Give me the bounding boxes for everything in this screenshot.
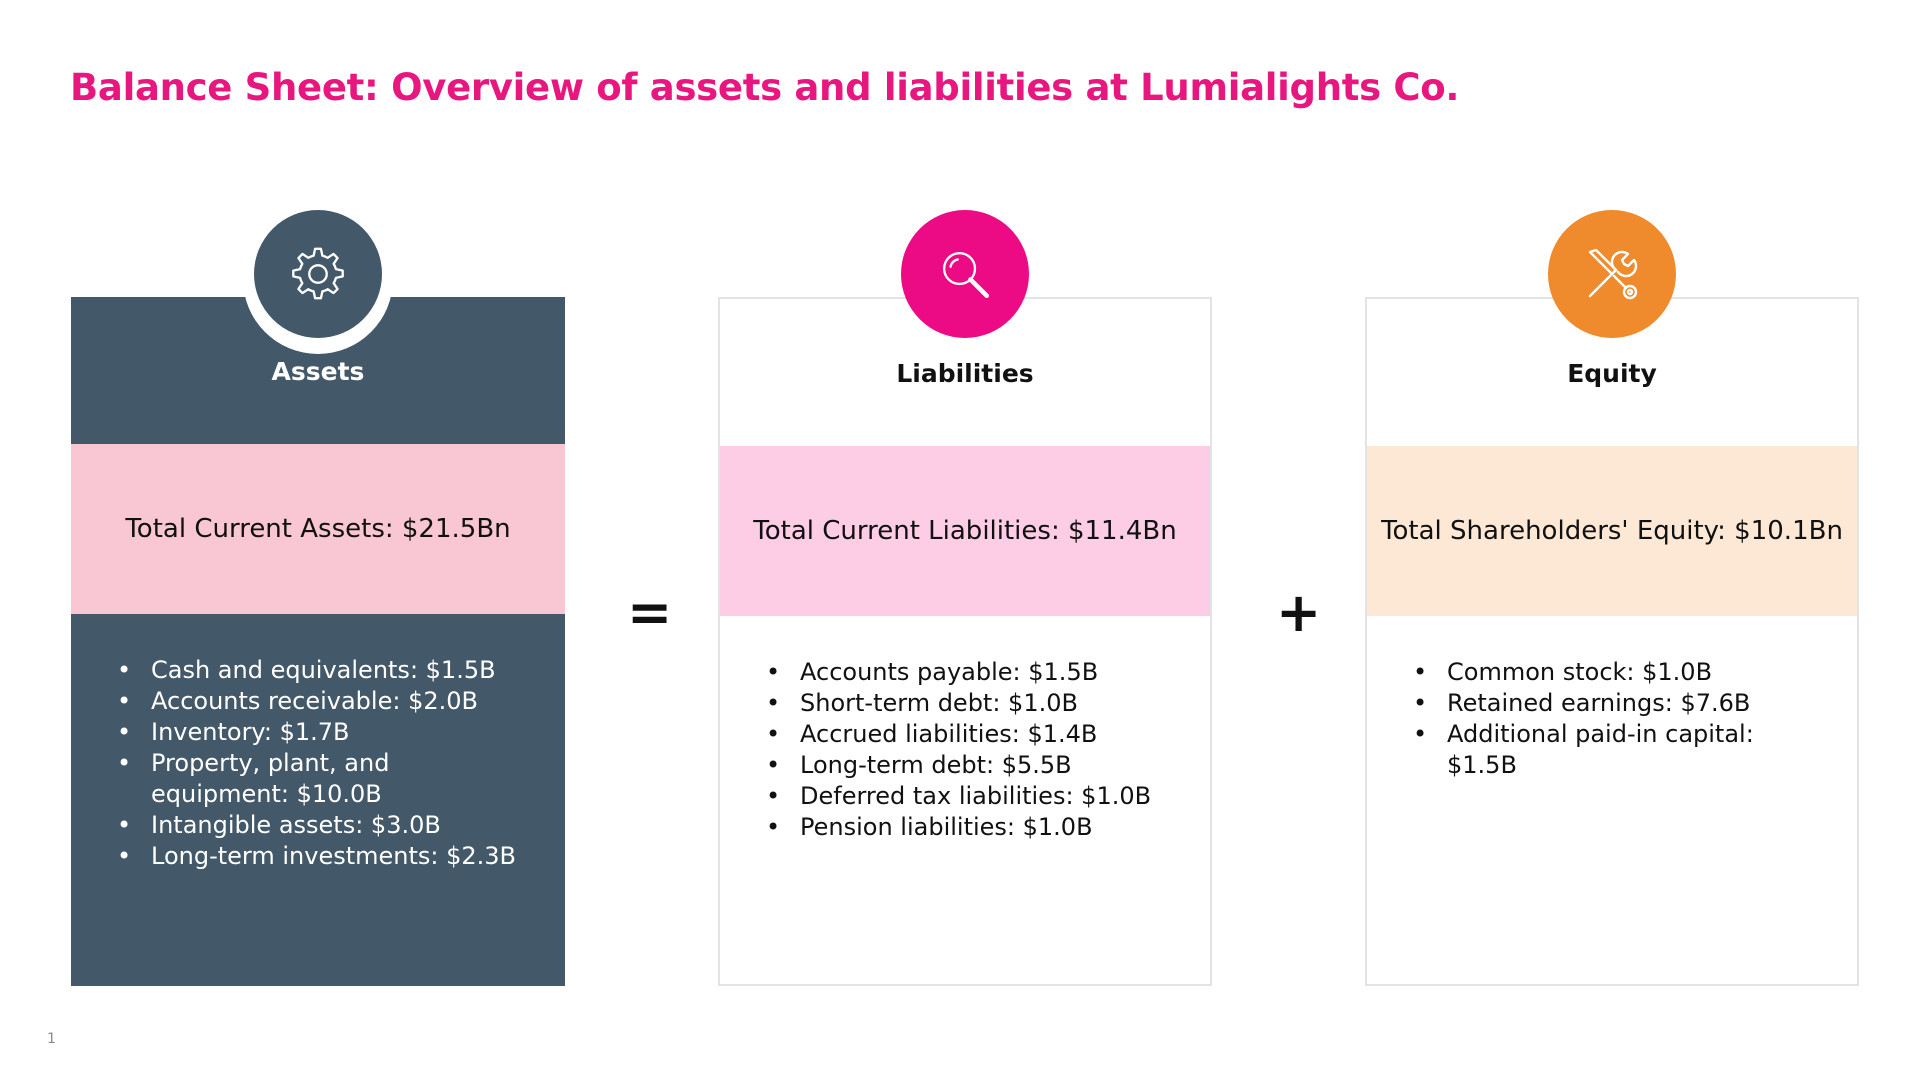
page-title: Balance Sheet: Overview of assets and li…: [70, 66, 1460, 109]
plus-sign: +: [1276, 581, 1322, 644]
assets-card-header: Assets: [71, 297, 565, 444]
magnifier-icon: [942, 251, 990, 299]
liabilities-label: Liabilities: [896, 359, 1034, 388]
liabilities-icon-badge: [901, 210, 1029, 338]
equity-card: Equity Total Shareholders' Equity: $10.1…: [1365, 297, 1859, 986]
equity-card-header: Equity: [1367, 299, 1857, 446]
assets-items-list: Cash and equivalents: $1.5B Accounts rec…: [111, 655, 545, 872]
list-item: Accounts payable: $1.5B: [760, 657, 1190, 688]
liabilities-card-header: Liabilities: [720, 299, 1210, 446]
liabilities-card: Liabilities Total Current Liabilities: $…: [718, 297, 1212, 986]
list-item: Long-term debt: $5.5B: [760, 750, 1190, 781]
equity-label: Equity: [1567, 359, 1657, 388]
slide-number: 1: [47, 1031, 56, 1047]
list-item: Accrued liabilities: $1.4B: [760, 719, 1190, 750]
list-item: Short-term debt: $1.0B: [760, 688, 1190, 719]
list-item: Accounts receivable: $2.0B: [111, 686, 545, 717]
list-item: Cash and equivalents: $1.5B: [111, 655, 545, 686]
list-item: Long-term investments: $2.3B: [111, 841, 545, 872]
gear-icon: [292, 247, 344, 300]
assets-total-band: Total Current Assets: $21.5Bn: [71, 444, 565, 614]
list-item: Deferred tax liabilities: $1.0B: [760, 781, 1190, 812]
list-item: Common stock: $1.0B: [1407, 657, 1837, 688]
list-item: Pension liabilities: $1.0B: [760, 812, 1190, 843]
assets-icon-badge: [254, 210, 382, 338]
tools-icon: [1588, 248, 1638, 300]
equity-icon-badge: [1548, 210, 1676, 338]
equals-sign: =: [627, 581, 673, 644]
list-item: Inventory: $1.7B: [111, 717, 545, 748]
equity-total-band: Total Shareholders' Equity: $10.1Bn: [1367, 446, 1857, 616]
list-item: Property, plant, and equipment: $10.0B: [111, 748, 411, 810]
equity-total: Total Shareholders' Equity: $10.1Bn: [1381, 516, 1843, 546]
assets-label: Assets: [271, 357, 365, 386]
assets-total: Total Current Assets: $21.5Bn: [125, 514, 511, 544]
list-item: Additional paid-in capital: $1.5B: [1407, 719, 1777, 781]
list-item: Intangible assets: $3.0B: [111, 810, 545, 841]
equity-items-list: Common stock: $1.0B Retained earnings: $…: [1407, 657, 1837, 781]
liabilities-total-band: Total Current Liabilities: $11.4Bn: [720, 446, 1210, 616]
list-item: Retained earnings: $7.6B: [1407, 688, 1837, 719]
liabilities-items-list: Accounts payable: $1.5B Short-term debt:…: [760, 657, 1190, 843]
assets-card: Assets Total Current Assets: $21.5Bn Cas…: [71, 297, 565, 986]
liabilities-total: Total Current Liabilities: $11.4Bn: [753, 516, 1177, 546]
